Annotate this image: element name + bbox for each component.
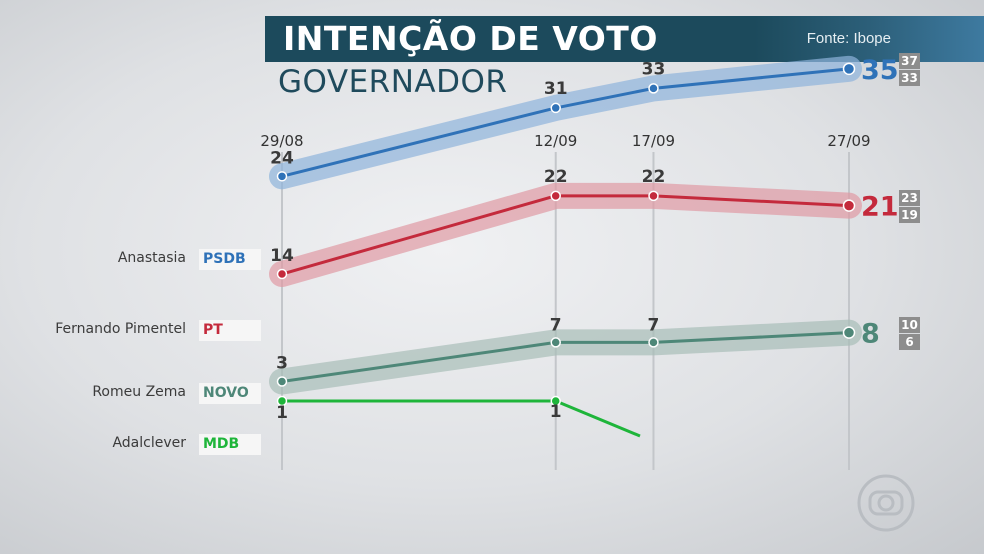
data-label: 3 [276,353,288,373]
data-label: 14 [270,246,294,266]
x-tick-label: 27/09 [827,132,870,150]
candidate-name: Romeu Zema [92,384,186,400]
data-point [842,326,856,339]
data-label: 1 [550,402,562,422]
data-point [648,83,659,94]
series-band-2 [269,319,862,395]
range-max-badge: 10 [899,316,920,333]
range-min-badge: 6 [899,333,920,350]
data-point [648,337,659,348]
data-point [550,190,561,202]
x-tick-label: 12/09 [534,132,577,150]
data-point [276,171,288,182]
data-label: 7 [648,315,660,335]
party-badge: NOVO [199,383,261,404]
data-label: 7 [550,315,562,335]
candidate-name: Anastasia [117,250,186,266]
series-line-2 [281,331,850,383]
party-badge: PT [199,320,261,341]
final-value-label: 35 [861,55,899,86]
series-trend-3 [555,399,641,438]
candidate-name: Fernando Pimentel [55,321,186,337]
data-label: 1 [276,403,288,423]
data-label: 24 [270,148,294,168]
data-point [550,395,561,407]
final-value-label: 8 [861,319,880,350]
range-min-badge: 19 [899,206,920,223]
data-point [276,268,288,280]
data-point [276,395,288,407]
data-point [842,199,856,212]
data-point [550,337,561,348]
party-badge: MDB [199,434,261,455]
x-tick-label: 17/09 [632,132,675,150]
series-line-1 [281,194,850,276]
candidate-name: Adalclever [112,435,186,451]
party-badge: PSDB [199,249,261,270]
source-label: Fonte: Ibope [806,30,891,47]
x-tick-label: 29/08 [260,132,303,150]
data-point [276,376,288,387]
series-band-1 [269,182,862,288]
range-max-badge: 23 [899,189,920,206]
chart-title: INTENÇÃO DE VOTO [283,19,658,58]
data-point [550,102,561,114]
range-max-badge: 37 [899,52,920,69]
final-value-label: 21 [861,192,899,223]
data-label: 33 [642,59,666,79]
data-point [842,62,856,76]
data-label: 22 [544,167,568,187]
series-line-0 [281,67,850,178]
range-min-badge: 33 [899,69,920,86]
data-point [648,190,659,202]
data-label: 31 [544,79,568,99]
chart-subtitle: GOVERNADOR [278,64,508,100]
data-label: 22 [642,167,666,187]
globo-logo-icon [857,474,915,532]
title-bar: INTENÇÃO DE VOTO Fonte: Ibope [265,16,984,62]
